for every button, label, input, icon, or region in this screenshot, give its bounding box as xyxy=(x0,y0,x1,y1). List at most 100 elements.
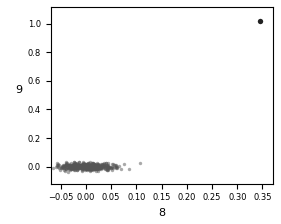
Point xyxy=(66,167,71,171)
Point xyxy=(88,164,92,167)
Point xyxy=(89,167,94,171)
Point xyxy=(106,164,110,167)
Point xyxy=(113,163,117,166)
Point xyxy=(71,166,76,169)
Point xyxy=(111,164,116,167)
Point xyxy=(74,166,79,170)
Point xyxy=(85,165,90,168)
Point xyxy=(74,166,78,169)
Point xyxy=(81,166,85,170)
Point xyxy=(85,162,90,165)
Point xyxy=(87,167,91,170)
Point xyxy=(76,164,80,167)
Point xyxy=(83,166,88,170)
Point xyxy=(85,164,90,167)
Point xyxy=(95,166,100,170)
Point xyxy=(91,166,96,170)
Point xyxy=(83,165,88,168)
Point xyxy=(67,165,71,169)
Point xyxy=(67,164,71,167)
Point xyxy=(87,168,92,172)
Point xyxy=(83,167,88,171)
X-axis label: 8: 8 xyxy=(158,208,165,218)
Point xyxy=(93,166,98,170)
Point xyxy=(64,164,69,167)
Point xyxy=(71,164,75,168)
Point xyxy=(74,166,78,170)
Point xyxy=(115,166,119,169)
Point xyxy=(85,165,89,169)
Point xyxy=(83,166,87,169)
Point xyxy=(85,164,90,168)
Point xyxy=(87,167,91,170)
Point xyxy=(91,165,96,169)
Point xyxy=(92,165,97,169)
Point xyxy=(72,164,76,167)
Point xyxy=(81,166,85,169)
Point xyxy=(57,168,62,172)
Point xyxy=(84,163,88,166)
Point xyxy=(88,164,92,168)
Point xyxy=(90,168,95,171)
Point xyxy=(76,163,80,166)
Point xyxy=(100,165,104,168)
Point xyxy=(105,168,109,172)
Point xyxy=(67,162,71,166)
Point xyxy=(87,161,92,165)
Point xyxy=(92,166,96,169)
Point xyxy=(93,164,98,168)
Point xyxy=(72,162,77,166)
Point xyxy=(87,164,91,167)
Point xyxy=(63,169,67,173)
Point xyxy=(91,166,95,170)
Point xyxy=(79,163,83,167)
Point xyxy=(79,166,84,169)
Point xyxy=(87,165,91,169)
Point xyxy=(84,165,88,168)
Point xyxy=(83,162,87,166)
Point xyxy=(110,166,115,170)
Point xyxy=(91,162,96,166)
Point xyxy=(76,165,81,168)
Point xyxy=(90,164,95,167)
Point xyxy=(87,166,91,169)
Point xyxy=(79,165,84,168)
Point xyxy=(81,161,85,164)
Point xyxy=(70,167,74,171)
Point xyxy=(91,165,96,169)
Point xyxy=(72,168,77,172)
Point xyxy=(86,163,91,166)
Point xyxy=(62,163,67,167)
Point xyxy=(76,164,81,168)
Point xyxy=(95,165,100,168)
Point xyxy=(85,163,89,167)
Point xyxy=(104,167,109,171)
Point xyxy=(85,165,89,168)
Point xyxy=(89,166,93,169)
Point xyxy=(74,165,78,169)
Point xyxy=(55,164,60,168)
Point xyxy=(80,164,85,168)
Point xyxy=(93,167,98,171)
Point xyxy=(64,162,68,165)
Point xyxy=(64,164,68,167)
Point xyxy=(96,166,101,169)
Point xyxy=(73,166,78,170)
Point xyxy=(38,160,42,164)
Point xyxy=(69,166,73,169)
Point xyxy=(103,166,107,170)
Point xyxy=(72,165,76,168)
Point xyxy=(77,166,81,169)
Point xyxy=(66,166,70,170)
Point xyxy=(85,165,89,168)
Point xyxy=(106,164,110,168)
Point xyxy=(96,165,101,168)
Point xyxy=(69,165,73,169)
Point xyxy=(110,165,114,168)
Point xyxy=(82,165,87,168)
Point xyxy=(95,166,100,170)
Point xyxy=(71,166,75,169)
Point xyxy=(88,166,93,170)
Point xyxy=(76,165,81,168)
Point xyxy=(101,166,106,170)
